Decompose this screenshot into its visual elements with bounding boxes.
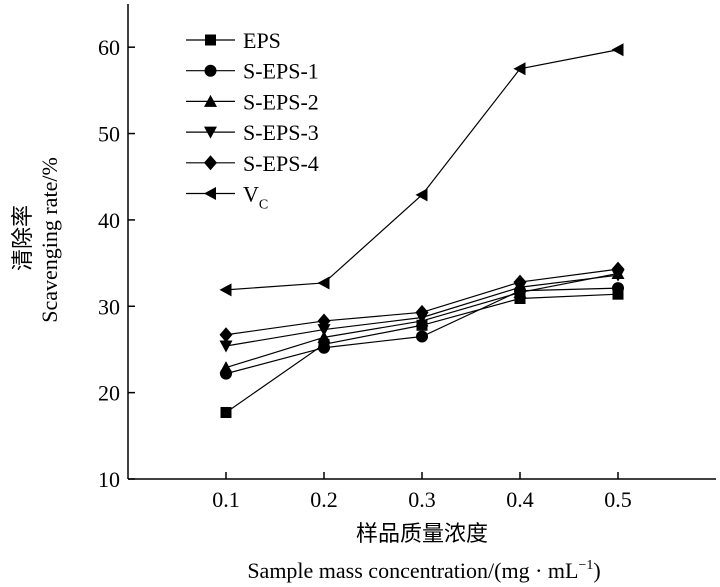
x-axis-title-en-sup: −1 (578, 558, 593, 573)
data-point-diamond (317, 313, 331, 329)
legend-label-text: S-EPS-3 (243, 120, 319, 145)
x-tick-label: 0.4 (506, 487, 534, 512)
x-axis-title-en: Sample mass concentration/(mg · mL−1) (247, 558, 600, 583)
series-layer (219, 43, 625, 418)
data-point-circle (318, 341, 330, 354)
data-point-diamond (513, 274, 527, 290)
series-s-eps-4 (219, 261, 625, 343)
data-point-circle (416, 330, 428, 343)
legend-marker-triangle-left (204, 187, 216, 200)
legend-label: S-EPS-1 (243, 59, 319, 84)
legend-marker-triangle-up (204, 94, 217, 107)
legend-marker-circle (204, 64, 217, 77)
x-tick-label: 0.2 (310, 487, 338, 512)
data-point-triangle-down (317, 324, 331, 337)
x-axis-title-en-main: Sample mass concentration/(mg · mL (247, 558, 578, 583)
legend-marker-square (205, 34, 216, 46)
data-point-triangle-left (219, 283, 232, 297)
legend-label: VC (243, 182, 268, 213)
data-point-triangle-left (513, 62, 526, 76)
legend-label-text: S-EPS-2 (243, 89, 319, 114)
y-tick-label: 10 (98, 467, 120, 492)
data-point-diamond (611, 261, 625, 277)
legend-entry: S-EPS-2 (186, 89, 319, 114)
data-point-diamond (415, 304, 429, 320)
y-tick-label: 20 (98, 381, 120, 406)
y-tick-label: 50 (98, 122, 120, 147)
legend-label-text: EPS (243, 28, 281, 53)
legend-entry: S-EPS-1 (186, 59, 319, 84)
legend: EPS S-EPS-1 S-EPS-2 S-EPS-3 S-EPS-4 VC (186, 28, 319, 213)
legend-label: S-EPS-3 (243, 120, 319, 145)
x-tick-label: 0.5 (604, 487, 632, 512)
data-point-diamond (219, 327, 233, 343)
y-axis-title-en: Scavenging rate/% (37, 157, 62, 323)
legend-label: S-EPS-4 (243, 151, 319, 176)
legend-label-subscript: C (259, 198, 268, 213)
axes: 10 20 30 40 50 60 0.1 0.2 0.3 0.4 0.5 (98, 4, 716, 512)
data-point-square (612, 288, 624, 300)
legend-label-text: S-EPS-1 (243, 59, 319, 84)
x-axis-title-en-tail: ) (593, 558, 600, 583)
legend-entry: S-EPS-3 (186, 120, 319, 145)
legend-marker-triangle-down (204, 126, 217, 139)
data-point-circle (612, 282, 624, 295)
legend-label: S-EPS-2 (243, 89, 319, 114)
data-point-triangle-left (415, 188, 428, 202)
legend-label: EPS (243, 28, 281, 53)
y-tick-label: 40 (98, 208, 120, 233)
data-point-triangle-left (317, 276, 330, 290)
data-point-square (220, 407, 232, 418)
legend-label-text: S-EPS-4 (243, 151, 319, 176)
axis-titles: 清除率 Scavenging rate/% 样品质量浓度 Sample mass co… (10, 157, 601, 583)
legend-label-text: V (243, 182, 259, 207)
series-vc (219, 43, 624, 297)
data-point-triangle-down (219, 340, 233, 353)
legend-entry: EPS (186, 28, 281, 53)
y-axis-title-cn: 清除率 (10, 205, 35, 271)
legend-marker-diamond (204, 155, 217, 171)
x-tick-label: 0.1 (212, 487, 240, 512)
data-point-triangle-left (611, 43, 624, 57)
legend-entry: VC (186, 182, 268, 213)
y-tick-label: 30 (98, 294, 120, 319)
data-point-triangle-up (317, 330, 331, 343)
x-tick-label: 0.3 (408, 487, 436, 512)
data-point-square (514, 293, 526, 304)
data-point-triangle-up (219, 361, 233, 374)
y-tick-label: 60 (98, 35, 120, 60)
x-axis-title-cn: 样品质量浓度 (356, 521, 488, 546)
legend-entry: S-EPS-4 (186, 151, 319, 176)
